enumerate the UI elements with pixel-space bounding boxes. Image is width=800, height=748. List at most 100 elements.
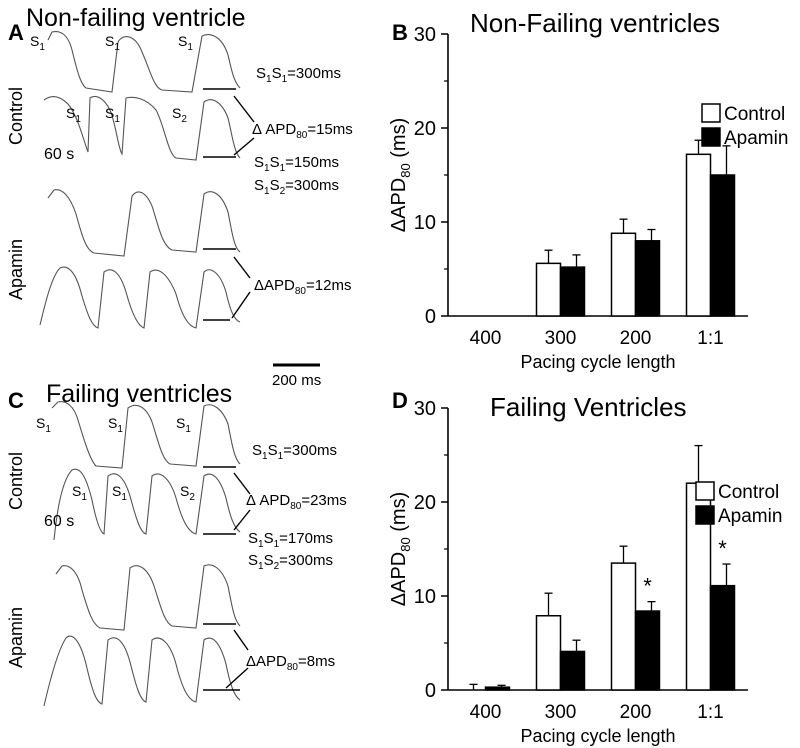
bar-apamin [709, 174, 736, 317]
significance-star: * [643, 574, 652, 599]
panel-a-60s-label: 60 s [44, 146, 74, 163]
legend-label: Apamin [718, 506, 782, 527]
panel-letter: D [392, 388, 408, 413]
y-tick-label: 0 [425, 680, 436, 702]
panel-a-control-label: Control [6, 87, 26, 145]
panel-a-apamin-label: Apamin [6, 239, 26, 300]
legend-label: Apamin [724, 128, 788, 149]
y-tick-label: 30 [414, 398, 436, 420]
y-tick-label: 30 [414, 24, 436, 46]
panel-a-leader-line [233, 256, 251, 279]
bar-control [610, 232, 637, 317]
panel-letter: B [392, 20, 408, 45]
y-tick-label: 10 [414, 212, 436, 234]
panel-c-s1-label: S1 [112, 483, 127, 503]
x-axis-label: Pacing cycle length [520, 726, 675, 746]
x-tick-label: 400 [470, 702, 502, 723]
panel-c-s2-label: S2 [180, 483, 195, 503]
panel-c-60s-label: 60 s [44, 513, 74, 530]
panel-c-s1-label: S1 [36, 415, 51, 435]
y-tick-label: 20 [414, 118, 436, 140]
panel-c-title: Failing ventricles [46, 380, 232, 408]
x-tick-label: 200 [620, 328, 652, 349]
panel-a-s1-label: S1 [105, 105, 120, 125]
panel-a-delta-control: Δ APD80=15ms [252, 121, 353, 141]
bar-apamin [559, 650, 586, 691]
chart-title: Non-Failing ventricles [470, 8, 720, 38]
panel-c-s1-label: S1 [72, 483, 87, 503]
chart-title: Failing Ventricles [490, 392, 687, 422]
scale-bar-label: 200 ms [272, 372, 321, 389]
legend-swatch [701, 103, 721, 123]
panel-c-apamin-label: Apamin [6, 607, 26, 668]
panel-c-s1s1-second: S1S1=170ms [248, 530, 333, 550]
panel-a-control-trace-2 [43, 95, 241, 161]
panel-c-leader-line [233, 509, 251, 531]
significance-star: * [718, 536, 727, 561]
x-tick-label: 1:1 [697, 328, 723, 349]
panel-c-stimulus-labels: S1 S1 S1 S1 S1 S2 [36, 415, 195, 503]
panel-a-s1s1-second: S1S1=150ms [254, 154, 339, 174]
panel-c-leader-line [225, 667, 249, 689]
panel-c-letter: C [8, 388, 24, 413]
y-axis-label: ΔAPD80 (ms) [388, 118, 413, 233]
legend-swatch [695, 481, 715, 501]
panel-c-control-trace-1 [51, 401, 241, 469]
bar-apamin [709, 584, 736, 691]
panel-a-letter: A [8, 20, 24, 45]
panel-a-s1s1-top: S1S1=300ms [256, 65, 341, 85]
legend-label: Control [724, 104, 785, 125]
legend-swatch [701, 127, 721, 147]
panel-c-leader-line [233, 629, 249, 651]
x-tick-label: 1:1 [697, 702, 723, 723]
panel-c-s1s2: S1S2=300ms [248, 552, 333, 572]
panel-a-s1s2: S1S2=300ms [254, 177, 339, 197]
panel-a-leader-line [231, 291, 251, 319]
x-axis-label: Pacing cycle length [520, 352, 675, 372]
bar-apamin [484, 686, 511, 691]
panel-a-title: Non-failing ventricle [26, 4, 246, 32]
panel-a-s1-label: S1 [30, 33, 45, 53]
panel-a-leader-line [233, 95, 255, 123]
panel-c-control-trace-2 [53, 468, 241, 541]
bar-apamin [634, 240, 661, 317]
panel-a-s1-label: S1 [66, 105, 81, 125]
panel-a-s1-label: S1 [178, 33, 193, 53]
panel-a-apamin-trace-1 [47, 189, 241, 257]
panel-c-apamin-trace-1 [55, 564, 241, 631]
y-tick-label: 10 [414, 586, 436, 608]
bar-control [535, 614, 562, 691]
panel-a-delta-apamin: ΔAPD80=12ms [254, 277, 351, 297]
panel-c-control-label: Control [6, 452, 26, 510]
panel-c-apamin-trace-2 [43, 635, 241, 707]
y-tick-label: 0 [425, 306, 436, 328]
bar-control [610, 562, 637, 691]
legend-label: Control [718, 482, 779, 503]
x-tick-label: 400 [470, 328, 502, 349]
panel-a-leader-line [233, 137, 255, 156]
x-tick-label: 200 [620, 702, 652, 723]
bar-control [535, 262, 562, 317]
panel-a-apamin-trace-2 [39, 266, 241, 329]
y-axis-label: ΔAPD80 (ms) [388, 492, 413, 607]
bar-apamin [634, 610, 661, 691]
panel-a-stimulus-labels: S1 S1 S1 S1 S1 S2 [30, 33, 193, 125]
panel-c-s1-label: S1 [108, 415, 123, 435]
legend-swatch [695, 505, 715, 525]
x-tick-label: 300 [545, 328, 577, 349]
chart-d: Failing Ventricles D 0 10 20 30 ΔAPD80 (ms) 400… [388, 388, 782, 746]
y-tick-label: 20 [414, 492, 436, 514]
chart-b: Non-Failing ventricles B 0 10 20 30 ΔAPD80 (ms… [388, 8, 788, 372]
panel-c-leader-line [233, 472, 251, 495]
panel-c-delta-control: Δ APD80=23ms [246, 492, 347, 512]
panel-a-s2-label: S2 [172, 105, 187, 125]
bar-apamin [559, 266, 586, 317]
x-tick-label: 300 [545, 702, 577, 723]
panel-c-s1s1-top: S1S1=300ms [252, 442, 337, 462]
panel-c-delta-apamin: ΔAPD80=8ms [246, 653, 335, 673]
panel-a-control-trace-1 [47, 30, 241, 93]
panel-c-s1-label: S1 [176, 415, 191, 435]
bar-control [685, 153, 712, 317]
